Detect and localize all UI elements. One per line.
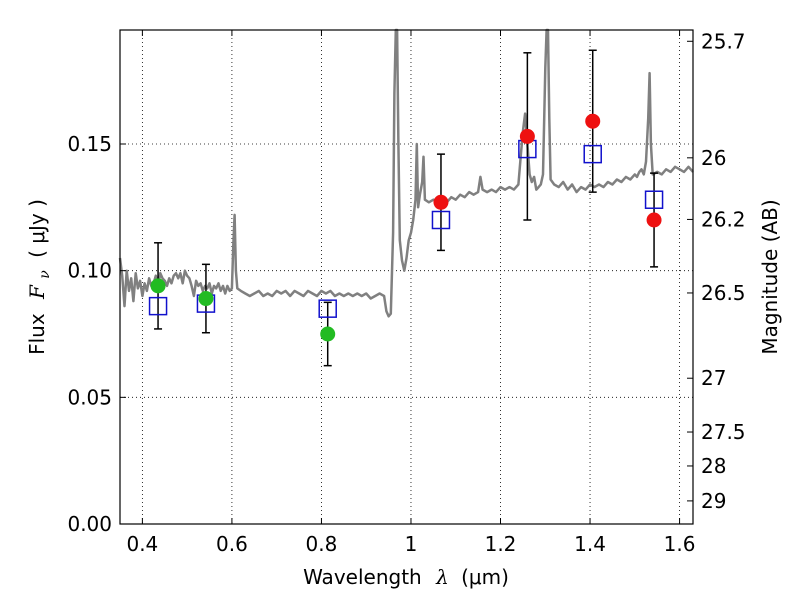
- x-tick-label: 1: [405, 532, 418, 556]
- x-tick-label: 1.6: [664, 532, 696, 556]
- model-photometry-square: [644, 190, 664, 209]
- y-tick-label: 0.05: [67, 385, 112, 409]
- y2-tick-label: 29: [701, 489, 726, 513]
- plot-frame: [119, 29, 694, 525]
- errorbar-series: [154, 49, 659, 367]
- x-tick-label: 0.8: [306, 532, 338, 556]
- observed-point-red: [585, 113, 601, 129]
- y2-tick-label: 27.5: [701, 420, 746, 444]
- y-axis-title-sub: ν: [37, 270, 53, 279]
- y2-tick-label: 26.2: [701, 207, 746, 231]
- spectrum-series: [118, 28, 694, 318]
- y-axis-title-prefix: Flux: [25, 313, 49, 355]
- x-tick-label: 0.4: [126, 532, 158, 556]
- y-axis-title-symbol: F: [25, 284, 49, 300]
- observed-photometry-series: [150, 113, 662, 342]
- y2-tick-label: 28: [701, 454, 726, 478]
- observed-point-red: [646, 212, 662, 228]
- x-axis-title-symbol: λ: [435, 565, 449, 589]
- observed-point-green: [150, 278, 166, 294]
- x-tick-label: 1.4: [574, 532, 606, 556]
- observed-point-green: [198, 291, 214, 307]
- x-axis-title-unit: (μm): [461, 565, 509, 589]
- model-photometry-square: [431, 210, 451, 230]
- model-photometry-square: [148, 296, 168, 316]
- model-photometry-square: [583, 144, 602, 164]
- x-axis-title-prefix: Wavelength: [303, 565, 422, 589]
- y-axis-title-unit: ( μJy ): [25, 199, 49, 258]
- y-tick-label: 0.00: [67, 512, 112, 536]
- y2-tick-label: 26: [701, 146, 726, 170]
- x-tick-label: 1.2: [485, 532, 517, 556]
- observed-point-green: [320, 326, 336, 342]
- y-axis-title: Flux F ν ( μJy ): [25, 199, 54, 355]
- model-photometry-square: [318, 299, 337, 318]
- y2-tick-label: 27: [701, 366, 726, 390]
- x-tick-label: 0.6: [216, 532, 248, 556]
- observed-point-red: [433, 194, 449, 210]
- x-axis-title: Wavelength λ (μm): [303, 565, 509, 589]
- axis-ticks: 0.4 0.6 0.8 1 1.2 1.4 1.6 0.00 0.05 0.10 0.15 25.7 2…: [67, 29, 745, 556]
- y2-tick-label: 26.5: [701, 281, 746, 305]
- y2-tick-label: 25.7: [701, 29, 746, 53]
- y-tick-label: 0.15: [67, 132, 112, 156]
- model-photometry-series: [148, 139, 664, 318]
- y-tick-label: 0.10: [67, 259, 112, 283]
- observed-point-red: [519, 128, 535, 144]
- spectrum-line: [118, 28, 694, 318]
- y2-axis-title: Magnitude (AB): [758, 199, 782, 354]
